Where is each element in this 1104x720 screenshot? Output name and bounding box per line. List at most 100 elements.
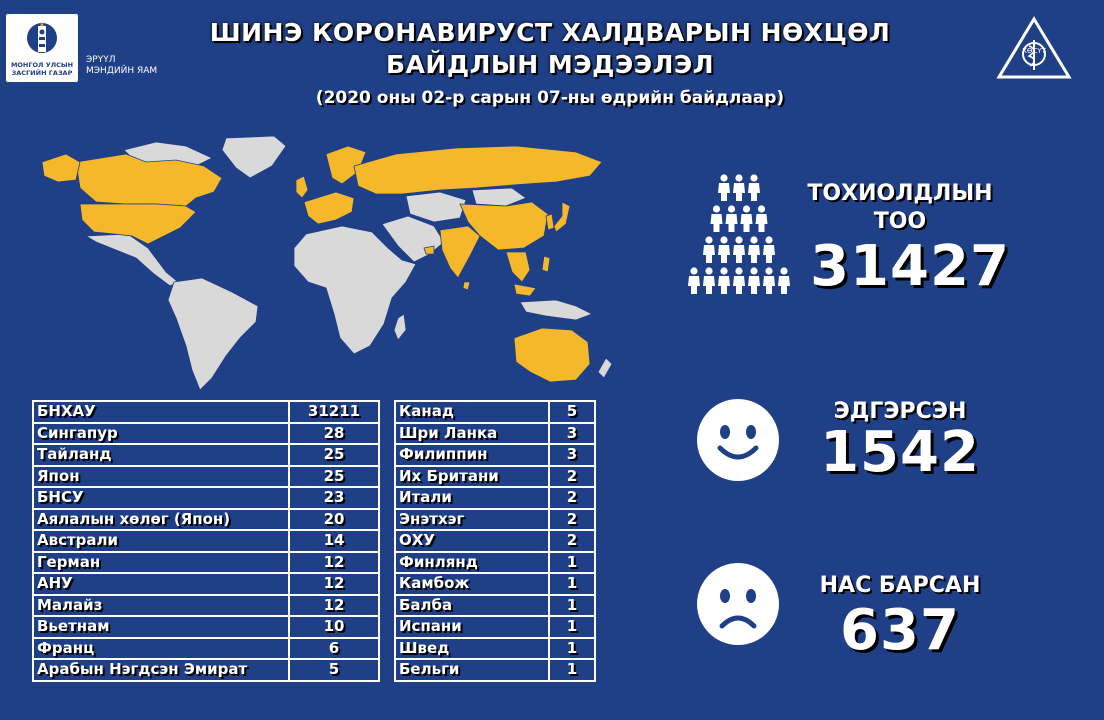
country-name: Тайланд <box>32 443 290 467</box>
person-head <box>705 267 713 275</box>
cases-value: 31427 <box>810 234 1010 299</box>
table-row: ОХУ 2 <box>394 529 596 553</box>
table-row: Шри Ланка 3 <box>394 421 596 445</box>
case-count: 25 <box>288 464 380 488</box>
person-head <box>735 174 743 182</box>
recovered-value: 1542 <box>820 420 980 485</box>
case-count: 14 <box>288 529 380 553</box>
table-row: Финлянд 1 <box>394 550 596 574</box>
map-malaysia <box>513 283 537 297</box>
case-count: 10 <box>288 615 380 639</box>
table-row: Балба 1 <box>394 593 596 617</box>
country-name: Итали <box>394 486 550 510</box>
page-subtitle: (2020 оны 02-р сарын 07-ны өдрийн байдла… <box>315 88 785 108</box>
cases-label: ТОХИОЛДЛЫН ТОО <box>790 180 1010 236</box>
person-head <box>735 267 743 275</box>
person-body <box>748 245 760 263</box>
person-body <box>740 214 753 232</box>
cases-label-line2: ТОО <box>873 209 927 234</box>
case-count: 1 <box>548 658 596 682</box>
map-russia <box>353 145 603 195</box>
table-row: БНХАУ 31211 <box>32 400 380 424</box>
table-row: Итали 2 <box>394 486 596 510</box>
cases-table-right: Канад 5 Шри Ланка 3 Филиппин 3 Их Британи 2 Итал… <box>394 400 596 682</box>
people-group-icon <box>688 174 790 294</box>
case-count: 12 <box>288 572 380 596</box>
person-body <box>733 183 745 201</box>
country-name: Сингапур <box>32 421 290 445</box>
person-body <box>710 214 723 232</box>
country-name: Вьетнам <box>32 615 290 639</box>
table-row: Сингапур 28 <box>32 421 380 445</box>
case-count: 5 <box>548 400 596 424</box>
smiley-face-icon <box>697 399 779 481</box>
person-head <box>765 236 773 244</box>
map-mexico <box>84 233 179 287</box>
person-body <box>718 183 730 201</box>
person-body <box>733 245 745 263</box>
table-row: Камбож 1 <box>394 572 596 596</box>
map-alaska <box>41 153 81 183</box>
map-uk <box>295 175 309 199</box>
country-name: Канад <box>394 400 550 424</box>
country-name: ОХУ <box>394 529 550 553</box>
table-row: Канад 5 <box>394 400 596 424</box>
case-count: 6 <box>288 636 380 660</box>
table-row: Аялалын хөлөг (Япон) 20 <box>32 507 380 531</box>
country-name: Арабын Нэгдсэн Эмират <box>32 658 290 682</box>
country-name: Балба <box>394 593 550 617</box>
table-row: Тайланд 25 <box>32 443 380 467</box>
person-body <box>703 276 715 294</box>
table-row: Энэтхэг 2 <box>394 507 596 531</box>
table-row: Австрали 14 <box>32 529 380 553</box>
deaths-label: НАС БАРСАН <box>819 573 981 598</box>
page-title-line2: БАЙДЛЫН МЭДЭЭЛЭЛ <box>386 50 714 79</box>
health-center-logo: ХӨСҮТ <box>996 16 1072 79</box>
table-row: Испани 1 <box>394 615 596 639</box>
country-name: АНУ <box>32 572 290 596</box>
person-head <box>750 267 758 275</box>
map-central-asia <box>405 191 467 223</box>
map-australia <box>513 327 591 383</box>
table-row: Япон 25 <box>32 464 380 488</box>
map-japan <box>553 201 571 233</box>
person-head <box>727 205 736 213</box>
country-name: Малайз <box>32 593 290 617</box>
map-southeast-asia <box>505 251 531 283</box>
person-head <box>742 205 751 213</box>
person-head <box>765 267 773 275</box>
map-uae <box>423 245 435 255</box>
map-philippines <box>541 255 551 273</box>
person-head <box>735 236 743 244</box>
page-title-line1: ШИНЭ КОРОНАВИРУСТ ХАЛДВАРЫН НӨХЦӨЛ <box>209 18 891 47</box>
country-name: Финлянд <box>394 550 550 574</box>
table-row: Швед 1 <box>394 636 596 660</box>
case-count: 5 <box>288 658 380 682</box>
person-body <box>718 276 730 294</box>
person-body <box>748 183 760 201</box>
cases-table-left: БНХАУ 31211 Сингапур 28 Тайланд 25 Япон 25 БНСУ 2… <box>32 400 380 682</box>
case-count: 3 <box>548 443 596 467</box>
deaths-value: 637 <box>840 598 960 663</box>
country-name: Испани <box>394 615 550 639</box>
person-body <box>725 214 738 232</box>
country-name: Филиппин <box>394 443 550 467</box>
person-head <box>712 205 721 213</box>
ministry-name: ЭРҮҮЛ МЭНДИЙН ЯАМ <box>86 55 157 77</box>
table-row: Бельги 1 <box>394 658 596 682</box>
person-body <box>733 276 745 294</box>
person-body <box>748 276 760 294</box>
person-body <box>755 214 768 232</box>
ministry-line1: ЭРҮҮЛ <box>86 55 116 65</box>
country-name: БНХАУ <box>32 400 290 424</box>
case-count: 25 <box>288 443 380 467</box>
case-count: 2 <box>548 486 596 510</box>
person-body <box>778 276 790 294</box>
ministry-line2: МЭНДИЙН ЯАМ <box>86 66 158 76</box>
person-body <box>718 245 730 263</box>
person-body <box>688 276 700 294</box>
map-greenland <box>221 135 287 179</box>
case-count: 2 <box>548 529 596 553</box>
map-usa <box>79 203 197 245</box>
case-count: 12 <box>288 593 380 617</box>
